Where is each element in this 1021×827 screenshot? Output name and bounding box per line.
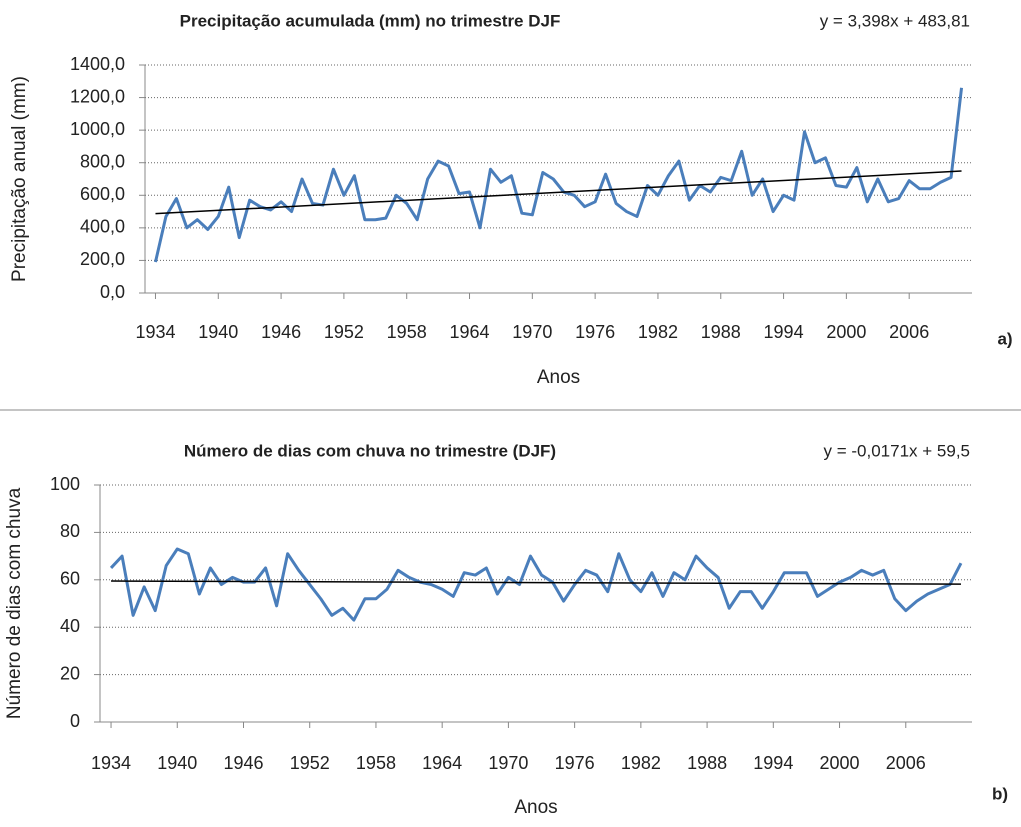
trend-line [155,170,962,215]
y-tick-label: 60 [60,569,80,589]
x-tick-label: 1994 [753,753,793,773]
x-tick-label: 1970 [512,322,552,342]
x-tick-label: 1940 [157,753,197,773]
x-tick-label: 1970 [488,753,528,773]
x-tick-label: 1958 [356,753,396,773]
y-tick-label: 400,0 [80,217,125,237]
trend-line [111,580,961,585]
y-tick-label: 0,0 [100,282,125,302]
chart-title: Precipitação acumulada (mm) no trimestre… [180,11,561,30]
y-axis-label: Número de dias com chuva [4,487,25,719]
x-tick-label: 2006 [886,753,926,773]
trend-equation: y = 3,398x + 483,81 [820,11,970,30]
y-tick-label: 600,0 [80,184,125,204]
x-tick-label: 1964 [422,753,462,773]
y-tick-label: 40 [60,616,80,636]
y-axis-label: Precipitação anual (mm) [9,76,30,282]
x-tick-label: 1934 [135,322,175,342]
x-tick-label: 1958 [387,322,427,342]
y-tick-label: 800,0 [80,151,125,171]
y-tick-label: 200,0 [80,249,125,269]
x-tick-label: 1946 [261,322,301,342]
x-tick-label: 1940 [198,322,238,342]
x-tick-label: 1988 [701,322,741,342]
y-tick-label: 100 [50,474,80,494]
x-tick-label: 1982 [638,322,678,342]
x-tick-label: 1952 [290,753,330,773]
x-tick-label: 1976 [555,753,595,773]
x-tick-label: 1964 [449,322,489,342]
x-tick-label: 1952 [324,322,364,342]
data-line [109,547,963,622]
chart-title: Número de dias com chuva no trimestre (D… [184,441,556,460]
x-tick-label: 2000 [820,753,860,773]
x-tick-label: 2000 [826,322,866,342]
x-tick-label: 1982 [621,753,661,773]
x-axis-label: Anos [514,797,557,818]
data-line [154,87,964,263]
y-tick-label: 1000,0 [70,119,125,139]
y-tick-label: 20 [60,663,80,683]
y-tick-label: 1200,0 [70,86,125,106]
trend-equation: y = -0,0171x + 59,5 [824,441,971,460]
x-tick-label: 1946 [223,753,263,773]
y-tick-label: 0 [70,711,80,731]
x-tick-label: 1994 [764,322,804,342]
x-tick-label: 1934 [91,753,131,773]
y-tick-label: 1400,0 [70,54,125,74]
x-tick-label: 1976 [575,322,615,342]
x-axis-label: Anos [537,367,580,388]
x-tick-label: 2006 [889,322,929,342]
panel-label: a) [997,329,1012,348]
y-tick-label: 80 [60,521,80,541]
panel-label: b) [992,784,1008,803]
x-tick-label: 1988 [687,753,727,773]
